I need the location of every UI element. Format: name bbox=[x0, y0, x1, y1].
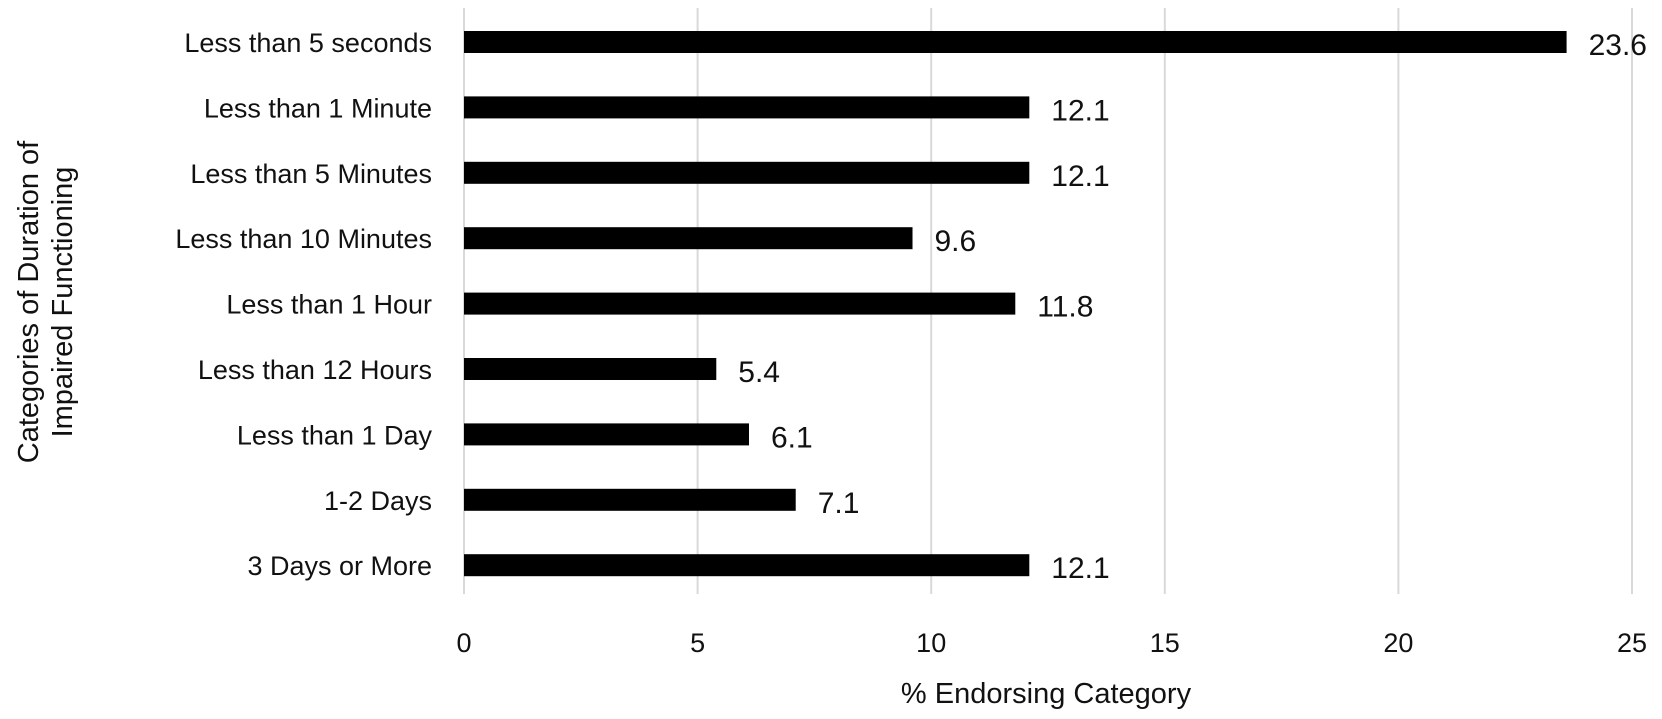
bar-0 bbox=[464, 31, 1567, 53]
category-label-3: Less than 10 Minutes bbox=[175, 224, 432, 254]
data-label-5: 5.4 bbox=[738, 356, 780, 389]
category-label-7: 1-2 Days bbox=[324, 486, 432, 516]
bar-8 bbox=[464, 554, 1030, 577]
y-axis-title-line-1: Categories of Duration of bbox=[13, 140, 45, 463]
data-label-2: 12.1 bbox=[1051, 160, 1109, 193]
x-axis-title: % Endorsing Category bbox=[901, 678, 1192, 710]
x-tick-labels: 0 5 10 15 20 25 bbox=[456, 628, 1647, 658]
bar-2 bbox=[464, 161, 1030, 184]
x-tick-label-10: 10 bbox=[916, 628, 946, 658]
category-labels: Less than 5 seconds Less than 1 Minute Les… bbox=[175, 28, 432, 581]
y-axis-title-line-2: Impaired Functioning bbox=[47, 167, 79, 438]
category-label-1: Less than 1 Minute bbox=[204, 93, 432, 123]
data-label-3: 9.6 bbox=[935, 225, 977, 258]
bar-7 bbox=[464, 488, 796, 511]
x-tick-label-5: 5 bbox=[690, 628, 705, 658]
bar-5 bbox=[464, 358, 717, 380]
bars bbox=[464, 31, 1567, 577]
data-label-0: 23.6 bbox=[1589, 29, 1647, 62]
category-label-0: Less than 5 seconds bbox=[184, 28, 432, 58]
x-tick-label-25: 25 bbox=[1617, 628, 1647, 658]
data-label-6: 6.1 bbox=[771, 421, 813, 454]
category-label-5: Less than 12 Hours bbox=[198, 355, 432, 385]
category-label-6: Less than 1 Day bbox=[237, 420, 433, 450]
category-label-2: Less than 5 Minutes bbox=[190, 159, 432, 189]
x-tick-label-0: 0 bbox=[456, 628, 471, 658]
bar-6 bbox=[464, 423, 749, 446]
data-label-4: 11.8 bbox=[1037, 291, 1093, 324]
category-label-4: Less than 1 Hour bbox=[226, 290, 432, 320]
data-label-7: 7.1 bbox=[818, 487, 860, 520]
bar-3 bbox=[464, 227, 913, 250]
data-label-8: 12.1 bbox=[1051, 552, 1109, 585]
y-axis-title: Categories of Duration of Impaired Funct… bbox=[13, 140, 79, 463]
bar-1 bbox=[464, 96, 1030, 119]
x-tick-label-15: 15 bbox=[1150, 628, 1180, 658]
x-tick-label-20: 20 bbox=[1383, 628, 1413, 658]
bar-4 bbox=[464, 292, 1016, 315]
category-label-8: 3 Days or More bbox=[247, 551, 432, 581]
data-label-1: 12.1 bbox=[1051, 94, 1109, 127]
data-labels: 23.6 12.1 12.1 9.6 11.8 5.4 6.17.1 12.1 bbox=[738, 29, 1647, 585]
